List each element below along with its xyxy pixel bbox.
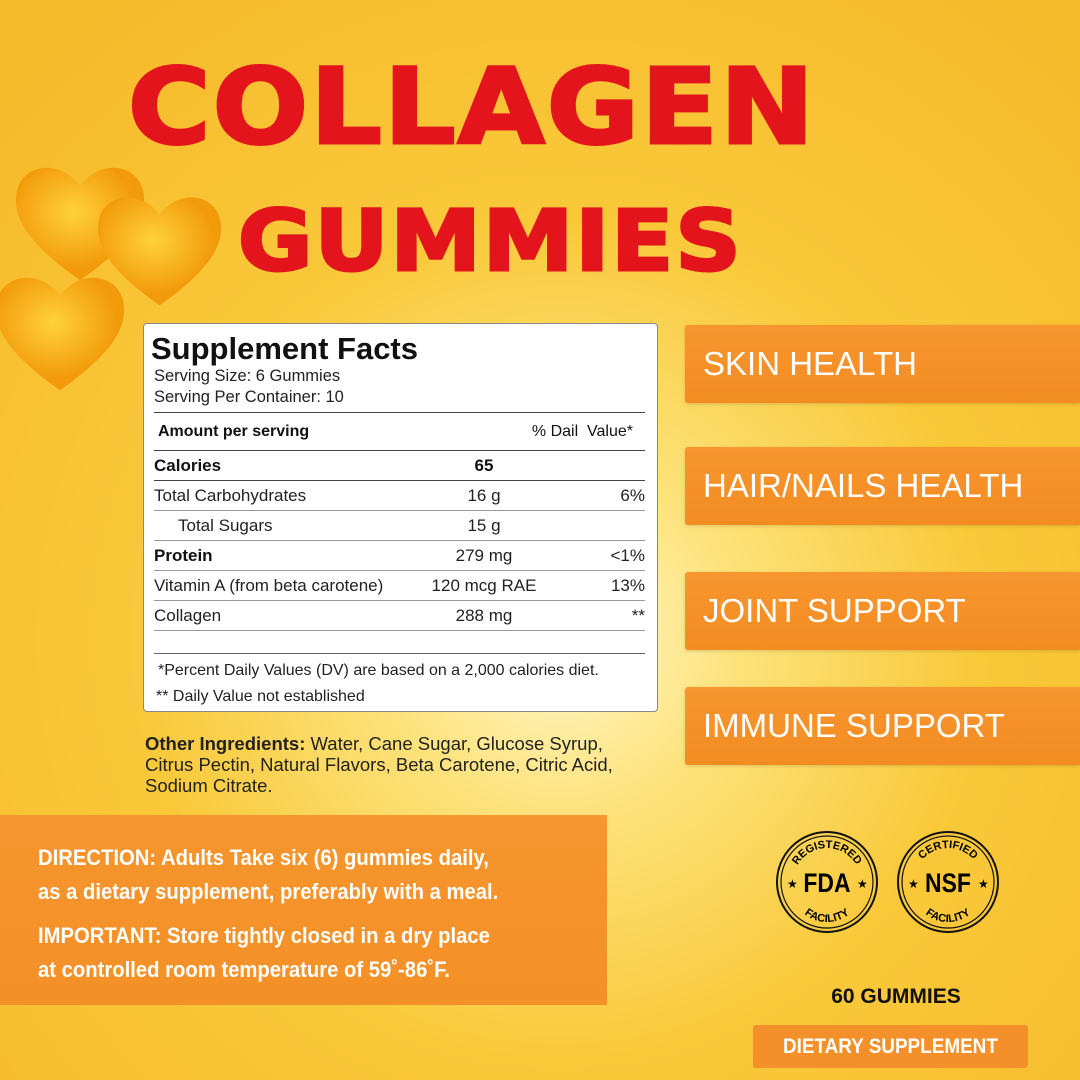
facts-row: Protein 279 mg <1% bbox=[154, 541, 645, 571]
svg-text:★: ★ bbox=[908, 877, 919, 891]
svg-text:FACILITY: FACILITY bbox=[803, 906, 852, 925]
supplement-facts-panel: Supplement Facts Serving Size: 6 Gummies… bbox=[143, 323, 658, 712]
nutrient-name: Vitamin A (from beta carotene) bbox=[154, 575, 384, 595]
facts-row: Calories 65 bbox=[154, 451, 645, 481]
nutrient-dv: <1% bbox=[610, 545, 646, 565]
direction-line: as a dietary supplement, preferably with… bbox=[38, 879, 499, 904]
footnote-not-established: ** Daily Value not established bbox=[156, 688, 365, 705]
nutrient-dv: 13% bbox=[610, 575, 645, 595]
nutrient-dv: ** bbox=[631, 605, 645, 625]
nutrient-amount: 15 g bbox=[467, 515, 501, 535]
important-line: at controlled room temperature of 59˚-86… bbox=[38, 957, 450, 982]
nutrient-amount: 288 mg bbox=[455, 605, 513, 625]
servings-per-container: Serving Per Container: 10 bbox=[154, 388, 344, 406]
svg-text:★: ★ bbox=[978, 877, 989, 891]
other-ingredients: Other Ingredients: Water, Cane Sugar, Gl… bbox=[145, 733, 635, 796]
amount-header: Amount per serving bbox=[158, 422, 310, 440]
title-gummies: GUMMIES bbox=[236, 191, 743, 292]
important-line: IMPORTANT: Store tightly closed in a dry… bbox=[38, 923, 490, 948]
benefit-hair-nails-health: HAIR/NAILS HEALTH bbox=[685, 447, 1080, 525]
svg-text:REGISTERED: REGISTERED bbox=[790, 839, 864, 867]
product-type-text: DIETARY SUPPLEMENT bbox=[783, 1034, 998, 1058]
direction-line: DIRECTION: Adults Take six (6) gummies d… bbox=[38, 845, 489, 870]
directions-box: DIRECTION: Adults Take six (6) gummies d… bbox=[0, 815, 607, 1005]
facts-heading: Supplement Facts bbox=[151, 331, 418, 366]
nutrient-name: Total Sugars bbox=[178, 515, 273, 535]
facts-header-row: Amount per serving % Dail Value* bbox=[154, 413, 645, 451]
facts-row: Total Carbohydrates 16 g 6% bbox=[154, 481, 645, 511]
svg-text:NSF: NSF bbox=[925, 868, 971, 898]
gummy-count: 60 GUMMIES bbox=[831, 985, 961, 1008]
fda-registered-badge: REGISTERED FACILITY FDA ★ ★ bbox=[776, 831, 878, 933]
footnote-dv: *Percent Daily Values (DV) are based on … bbox=[154, 653, 645, 684]
ingredients-text: Water, Cane Sugar, Glucose Syrup, Citrus… bbox=[145, 733, 613, 796]
title-collagen: COLLAGEN bbox=[126, 45, 817, 170]
nutrient-amount: 65 bbox=[474, 455, 494, 475]
svg-text:★: ★ bbox=[787, 877, 798, 891]
ingredients-label: Other Ingredients: bbox=[145, 733, 306, 754]
svg-text:★: ★ bbox=[857, 877, 868, 891]
benefit-immune-support: IMMUNE SUPPORT bbox=[685, 687, 1080, 765]
nutrient-amount: 120 mcg RAE bbox=[431, 575, 537, 595]
nsf-certified-badge: CERTIFIED FACILITY NSF ★ ★ bbox=[897, 831, 999, 933]
facts-row: Vitamin A (from beta carotene) 120 mcg RA… bbox=[154, 571, 645, 601]
nutrient-name: Calories bbox=[154, 455, 222, 475]
nutrient-amount: 279 mg bbox=[455, 545, 513, 565]
nutrient-name: Collagen bbox=[154, 605, 222, 625]
facts-row: Total Sugars 15 g bbox=[154, 511, 645, 541]
nutrient-amount: 16 g bbox=[467, 485, 501, 505]
svg-text:FDA: FDA bbox=[803, 868, 850, 898]
dietary-supplement-label: DIETARY SUPPLEMENT bbox=[753, 1025, 1028, 1068]
svg-text:FACILITY: FACILITY bbox=[924, 906, 973, 925]
dv-header: % Dail Value* bbox=[531, 422, 633, 440]
nutrient-dv: 6% bbox=[620, 485, 645, 505]
gummy-heart-image bbox=[97, 197, 222, 306]
benefit-joint-support: JOINT SUPPORT bbox=[685, 572, 1080, 650]
facts-row: Collagen 288 mg ** bbox=[154, 601, 645, 631]
nutrient-name: Total Carbohydrates bbox=[154, 485, 307, 505]
benefit-skin-health: SKIN HEALTH bbox=[685, 325, 1080, 403]
serving-size: Serving Size: 6 Gummies bbox=[154, 367, 341, 385]
nutrient-name: Protein bbox=[154, 545, 213, 565]
gummy-heart-image bbox=[0, 277, 125, 391]
